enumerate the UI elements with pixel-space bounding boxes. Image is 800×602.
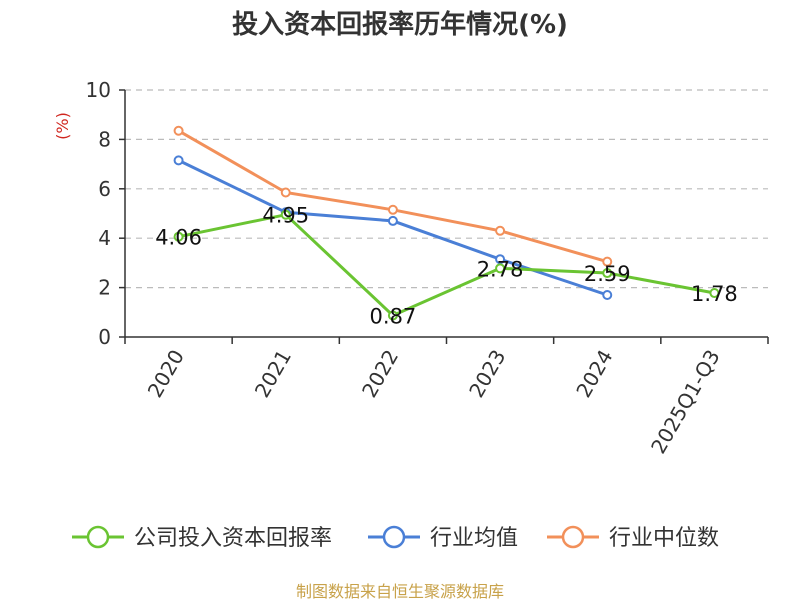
data-point-s2-4 [602,256,613,267]
x-tick-label-5: 2025Q1-Q3 [646,346,725,458]
y-tick-label-2: 2 [98,276,111,300]
axes: 0 2 4 6 8 10 (%) 2020 2021 2022 2023 2024 2025Q1-Q3 [53,78,769,458]
grid-lines [125,89,768,289]
y-tick-label-4: 4 [98,226,111,250]
x-tick-label-1: 2021 [250,346,296,402]
data-point-s1-3 [495,254,506,265]
y-tick-label-10: 10 [86,78,111,102]
data-point-s1-0 [173,155,184,166]
data-label-1: 4.95 [262,204,309,228]
data-point-s0-5 [709,288,720,299]
data-label-3: 2.78 [477,257,524,281]
legend-marker-0 [86,525,110,549]
data-label-0: 4.06 [155,226,202,250]
data-point-s0-1 [280,209,291,220]
data-labels: 4.06 4.95 0.87 2.78 2.59 1.78 [155,204,738,329]
data-point-s2-1 [280,187,291,198]
data-point-s0-2 [387,310,398,321]
legend-marker-1 [382,525,406,549]
data-point-s0-4 [602,268,613,279]
y-tick-label-8: 8 [98,127,111,151]
data-point-s0-3 [495,263,506,274]
legend-label-1: 行业均值 [430,526,518,551]
data-label-2: 0.87 [370,305,417,329]
data-point-s2-0 [173,125,184,136]
legend-marker-2 [561,525,585,549]
series-line-2 [177,129,608,264]
legend-label-2: 行业中位数 [609,526,719,551]
x-tick-label-3: 2023 [464,346,510,402]
y-axis-unit-label: (%) [53,112,72,140]
data-point-s2-3 [495,225,506,236]
data-point-s2-2 [387,204,398,215]
x-tick-label-0: 2020 [143,346,189,402]
y-tick-label-6: 6 [98,177,111,201]
x-tick-label-4: 2024 [571,346,617,402]
series-line-1 [177,159,608,297]
data-label-5: 1.78 [691,282,738,306]
data-label-4: 2.59 [584,262,631,286]
series-lines [173,125,720,321]
series-line-0 [178,213,715,318]
y-tick-label-0: 0 [98,325,111,349]
legend: 公司投入资本回报率 行业均值 行业中位数 [72,525,719,551]
data-point-s1-2 [387,215,398,226]
data-point-s0-0 [173,231,184,242]
data-source-note: 制图数据来自恒生聚源数据库 [295,582,504,601]
legend-label-0: 公司投入资本回报率 [134,526,332,551]
data-point-s1-4 [602,290,613,301]
x-tick-label-2: 2022 [357,346,403,402]
chart-title: 投入资本回报率历年情况(%) [232,10,568,40]
